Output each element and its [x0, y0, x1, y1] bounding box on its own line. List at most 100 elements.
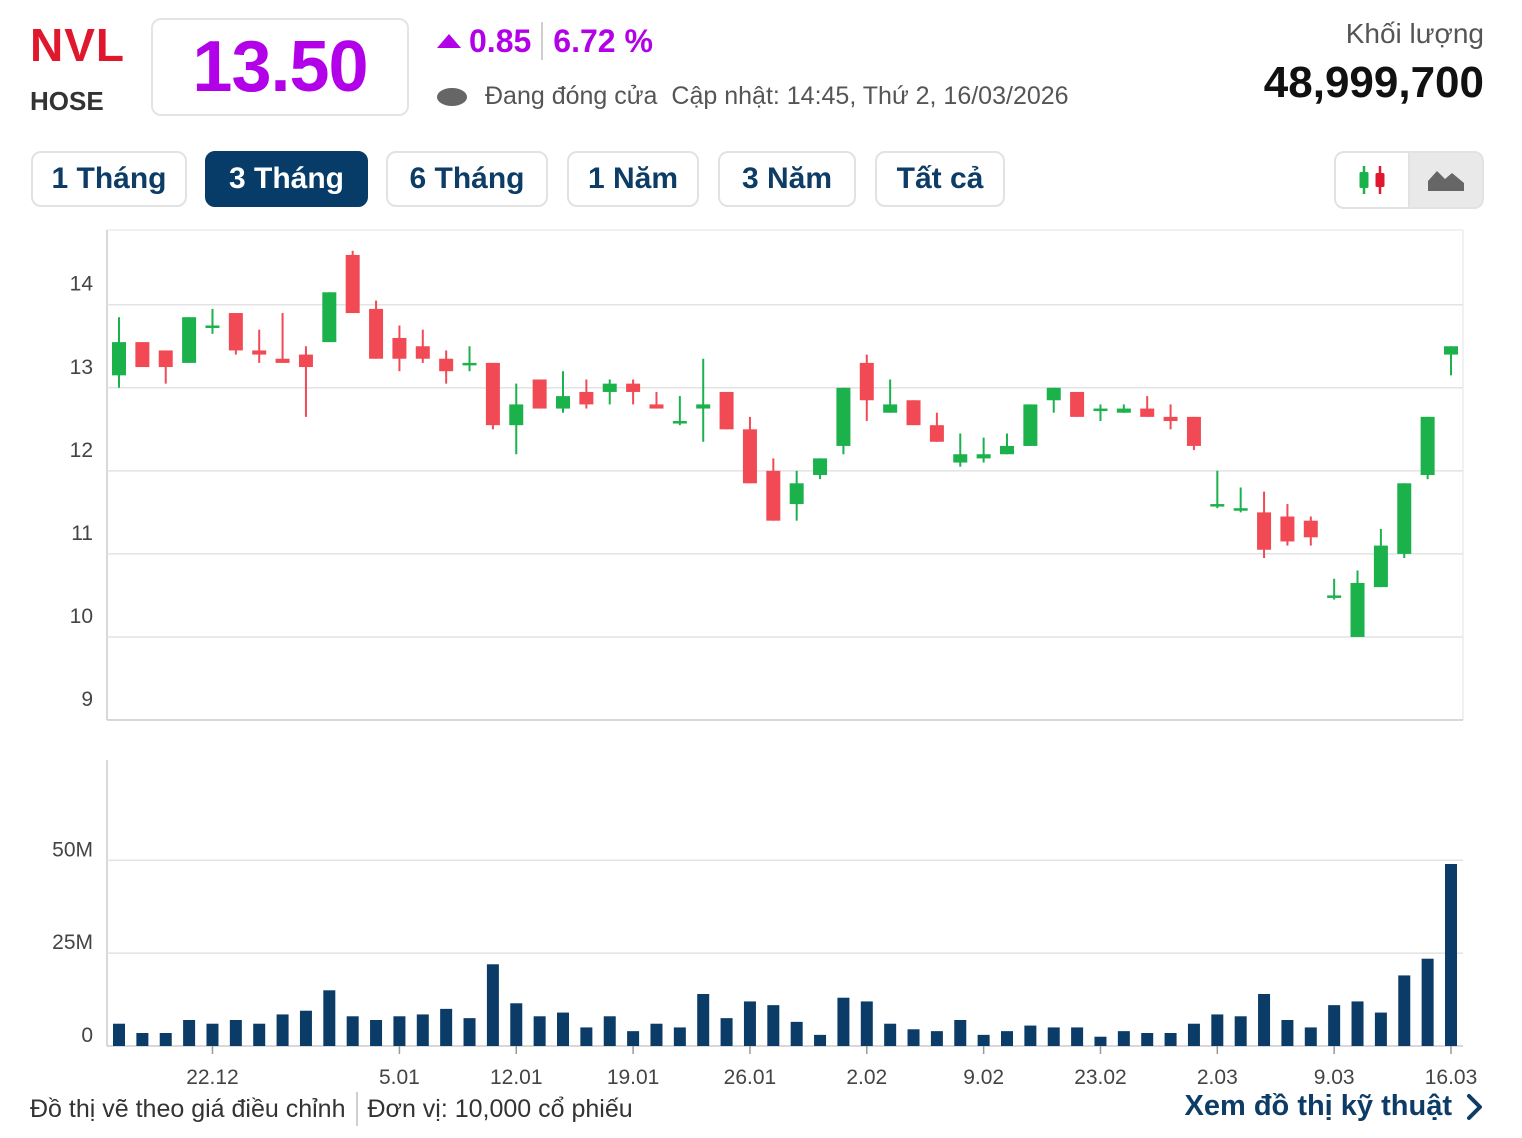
- candle: [742, 416, 757, 484]
- candle-body: [252, 350, 267, 355]
- candle: [719, 391, 734, 430]
- volume-label: Khối lượng: [1345, 18, 1484, 49]
- volume-bar: [860, 1001, 873, 1046]
- candle-body: [976, 454, 991, 459]
- candle: [1257, 491, 1272, 559]
- volume-bar: [1211, 1014, 1224, 1046]
- candle-body: [485, 362, 500, 426]
- candle-body: [1070, 391, 1085, 417]
- candle: [953, 433, 968, 467]
- candle: [252, 329, 267, 363]
- status-text: Đang đóng cửa: [485, 82, 658, 110]
- volume-bar: [650, 1023, 663, 1046]
- candle: [1000, 433, 1014, 455]
- candle-body: [1280, 516, 1295, 542]
- volume-bar: [697, 994, 710, 1046]
- volume-bar: [486, 964, 499, 1046]
- candle-body: [883, 404, 898, 413]
- x-tick-label: 2.03: [1197, 1066, 1238, 1089]
- candle-body: [719, 391, 734, 430]
- x-tick-label: 22.12: [186, 1066, 239, 1089]
- tab-1-year[interactable]: 1 Năm: [567, 151, 699, 207]
- candle: [1070, 391, 1085, 417]
- candle-body: [112, 342, 126, 376]
- candle: [509, 383, 524, 455]
- candle-body: [696, 404, 711, 409]
- chevron-right-icon: [1467, 1093, 1482, 1120]
- candle: [1023, 404, 1038, 446]
- volume-bar: [627, 1031, 640, 1046]
- candle-body: [556, 396, 570, 409]
- volume-bar: [253, 1023, 266, 1046]
- candle: [556, 371, 570, 413]
- candle: [1373, 528, 1388, 588]
- candle-body: [415, 346, 430, 359]
- candle: [228, 313, 243, 355]
- candle-body: [1186, 416, 1201, 446]
- area-chart-button[interactable]: [1408, 153, 1482, 207]
- technical-chart-link[interactable]: Xem đồ thị kỹ thuật: [1185, 1090, 1484, 1123]
- candle: [579, 379, 594, 409]
- volume-bar: [1094, 1036, 1107, 1046]
- candle: [672, 396, 687, 426]
- x-tick-label: 12.01: [490, 1066, 543, 1089]
- price-tick-label: 11: [71, 522, 93, 545]
- volume-bar: [1164, 1033, 1177, 1046]
- volume-bar: [1071, 1027, 1084, 1046]
- volume-bar: [1351, 1001, 1364, 1046]
- candle-body: [836, 387, 851, 446]
- candle-body: [509, 404, 524, 426]
- candle: [1444, 346, 1458, 376]
- price-change: 0.85 6.72 %: [437, 22, 653, 60]
- candle-body: [626, 383, 641, 392]
- volume-bar: [884, 1023, 897, 1046]
- tab-3-months[interactable]: 3 Tháng: [205, 151, 368, 207]
- tab-1-month[interactable]: 1 Tháng: [31, 151, 187, 207]
- candle-body: [789, 483, 804, 505]
- candle: [369, 300, 384, 359]
- candle: [696, 358, 711, 442]
- candle-body: [1093, 408, 1108, 412]
- candle: [1397, 483, 1412, 559]
- tab-all[interactable]: Tất cả: [875, 151, 1005, 207]
- update-time: Cập nhật: 14:45, Thứ 2, 16/03/2026: [671, 82, 1069, 110]
- candle-body: [275, 358, 290, 363]
- candle-body: [813, 458, 828, 475]
- volume-bar: [720, 1018, 733, 1046]
- candle-body: [532, 379, 547, 409]
- volume-bar: [673, 1027, 686, 1046]
- candle-body: [1000, 445, 1014, 455]
- volume-bar: [603, 1016, 616, 1046]
- candle-body: [1046, 387, 1061, 401]
- volume-bar: [557, 1012, 569, 1046]
- candle: [275, 313, 290, 363]
- volume-bar: [790, 1021, 803, 1046]
- candle-body: [742, 429, 757, 484]
- x-tick-label: 26.01: [724, 1066, 777, 1089]
- candle-body: [906, 400, 921, 426]
- candle: [1233, 487, 1248, 513]
- candlestick-button[interactable]: [1336, 153, 1408, 207]
- tab-3-years[interactable]: 3 Năm: [718, 151, 856, 207]
- candle-body: [182, 317, 197, 363]
- volume-bar: [183, 1020, 196, 1046]
- candle-body: [1210, 504, 1225, 507]
- unit-note: Đơn vị: 10,000 cổ phiếu: [367, 1094, 633, 1123]
- candle: [532, 379, 547, 409]
- volume-bar: [1374, 1012, 1387, 1046]
- candle-body: [1373, 545, 1388, 588]
- candle: [883, 379, 898, 413]
- volume-bar: [229, 1020, 242, 1046]
- candle-body: [1257, 512, 1272, 550]
- volume-bar: [1281, 1020, 1294, 1046]
- volume-bar: [276, 1014, 289, 1046]
- volume-bar: [1304, 1027, 1317, 1046]
- candle: [859, 354, 874, 422]
- candle-body: [859, 362, 874, 401]
- candle: [1046, 387, 1061, 413]
- candle-body: [322, 292, 337, 343]
- tab-6-months[interactable]: 6 Tháng: [386, 151, 548, 207]
- candle: [1140, 396, 1155, 417]
- divider: [541, 22, 544, 60]
